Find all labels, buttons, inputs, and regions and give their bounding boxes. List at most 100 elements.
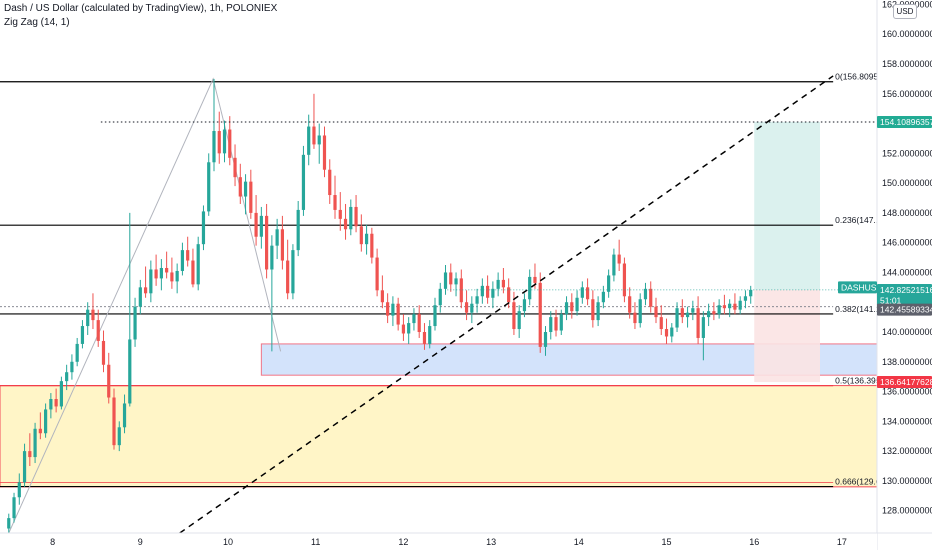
candle-body — [749, 289, 753, 297]
symbol-title[interactable]: Dash / US Dollar (calculated by TradingV… — [4, 3, 278, 14]
candle-body — [559, 314, 563, 331]
time-tick-label: 8 — [50, 537, 55, 547]
candle-body — [96, 320, 100, 341]
candle-body — [180, 250, 185, 271]
time-tick-label: 12 — [398, 537, 408, 547]
candle-body — [222, 129, 227, 154]
candle-body — [17, 482, 21, 498]
candle-body — [528, 276, 532, 300]
candle-body — [728, 303, 732, 309]
candle-body — [212, 131, 216, 163]
candle-body — [585, 287, 590, 300]
candle-body — [501, 279, 505, 288]
candle-body — [70, 361, 74, 373]
price-tick-label: 136.00000000 — [882, 387, 932, 397]
candle-body — [438, 288, 442, 306]
price-tick-label: 134.00000000 — [882, 416, 932, 426]
candle-body — [407, 323, 411, 334]
candle-body — [170, 272, 174, 282]
candle-body — [338, 209, 342, 219]
price-tag — [877, 376, 932, 389]
candle-body — [149, 269, 153, 294]
price-axis: 128.00000000 130.00000000 132.00000000 134.… — [876, 0, 932, 550]
candle-body — [201, 211, 206, 245]
price-tick-label: 138.00000000 — [882, 357, 932, 367]
candle-body — [217, 131, 221, 154]
candle-body — [122, 403, 127, 428]
candle-body — [459, 278, 463, 303]
trendline — [179, 75, 834, 534]
candle-body — [7, 518, 11, 529]
candle-body — [570, 302, 574, 312]
candle-body — [59, 381, 63, 407]
time-tick-label: 16 — [749, 537, 759, 547]
candle-body — [49, 399, 53, 410]
candle-body — [265, 215, 269, 270]
price-tick-label: 128.00000000 — [882, 506, 932, 516]
candle-body — [696, 308, 700, 338]
indicator-label[interactable]: Zig Zag (14, 1) — [4, 17, 70, 28]
candle-body — [80, 326, 85, 344]
overlay-layer — [100, 75, 877, 534]
candle-body — [496, 279, 500, 289]
candle-body — [207, 162, 211, 212]
candle-body — [428, 326, 432, 344]
candle-body — [307, 126, 311, 155]
candle-body — [575, 297, 579, 312]
candle-body — [364, 233, 369, 245]
fib-label: 0.666(129.61786240) — [835, 477, 916, 487]
candle-body — [638, 299, 642, 324]
price-tag-label: 154.10896357 — [880, 117, 932, 127]
candle-body — [612, 254, 616, 276]
candle-body — [643, 288, 648, 300]
candle-body — [633, 312, 637, 324]
candle-body — [601, 291, 605, 303]
candle-body — [133, 306, 137, 340]
time-axis-bg — [0, 533, 877, 550]
candle-body — [175, 270, 179, 282]
candle-body — [128, 339, 132, 404]
candle-body — [112, 397, 116, 446]
candle-body — [691, 308, 695, 313]
zones-layer — [0, 121, 878, 488]
candle-body — [670, 327, 674, 337]
candle-body — [664, 329, 669, 337]
time-tick-label: 15 — [662, 537, 672, 547]
time-tick-label: 9 — [138, 537, 143, 547]
candle-body — [449, 272, 453, 285]
candle-body — [701, 317, 705, 338]
candle-body — [86, 309, 90, 327]
candle-body — [233, 157, 237, 178]
price-tick-label: 146.00000000 — [882, 238, 932, 248]
price-tick-label: 158.00000000 — [882, 59, 932, 69]
candle-body — [685, 312, 690, 318]
candle-body — [580, 287, 584, 298]
candle-body — [286, 260, 290, 294]
candle-body — [554, 317, 558, 331]
candle-body — [628, 296, 632, 313]
candle-body — [301, 154, 306, 210]
candle-body — [607, 275, 611, 292]
candle-body — [486, 285, 490, 298]
zigzag-line — [8, 77, 282, 534]
candle-body — [354, 206, 358, 227]
candle-body — [470, 303, 474, 313]
time-tick-label: 10 — [223, 537, 233, 547]
price-tags-layer: 154.10896357 DASHUSD142.8252151651:01142.… — [838, 115, 932, 389]
price-tick-label: 144.00000000 — [882, 267, 932, 277]
candle-body — [65, 372, 69, 382]
candle-body — [107, 364, 111, 398]
candle-body — [28, 451, 32, 458]
demand-zone — [0, 385, 878, 488]
candle-body — [707, 311, 711, 318]
candle-body — [370, 233, 374, 258]
candle-body — [186, 250, 190, 261]
currency-badge[interactable]: USD — [893, 4, 917, 19]
candle-body — [480, 285, 484, 297]
candle-body — [249, 181, 253, 213]
candle-body — [543, 332, 548, 347]
candle-body — [396, 303, 400, 325]
time-axis: 8 9 10 11 12 13 14 15 16 17 — [0, 532, 932, 550]
price-tag — [877, 303, 932, 316]
